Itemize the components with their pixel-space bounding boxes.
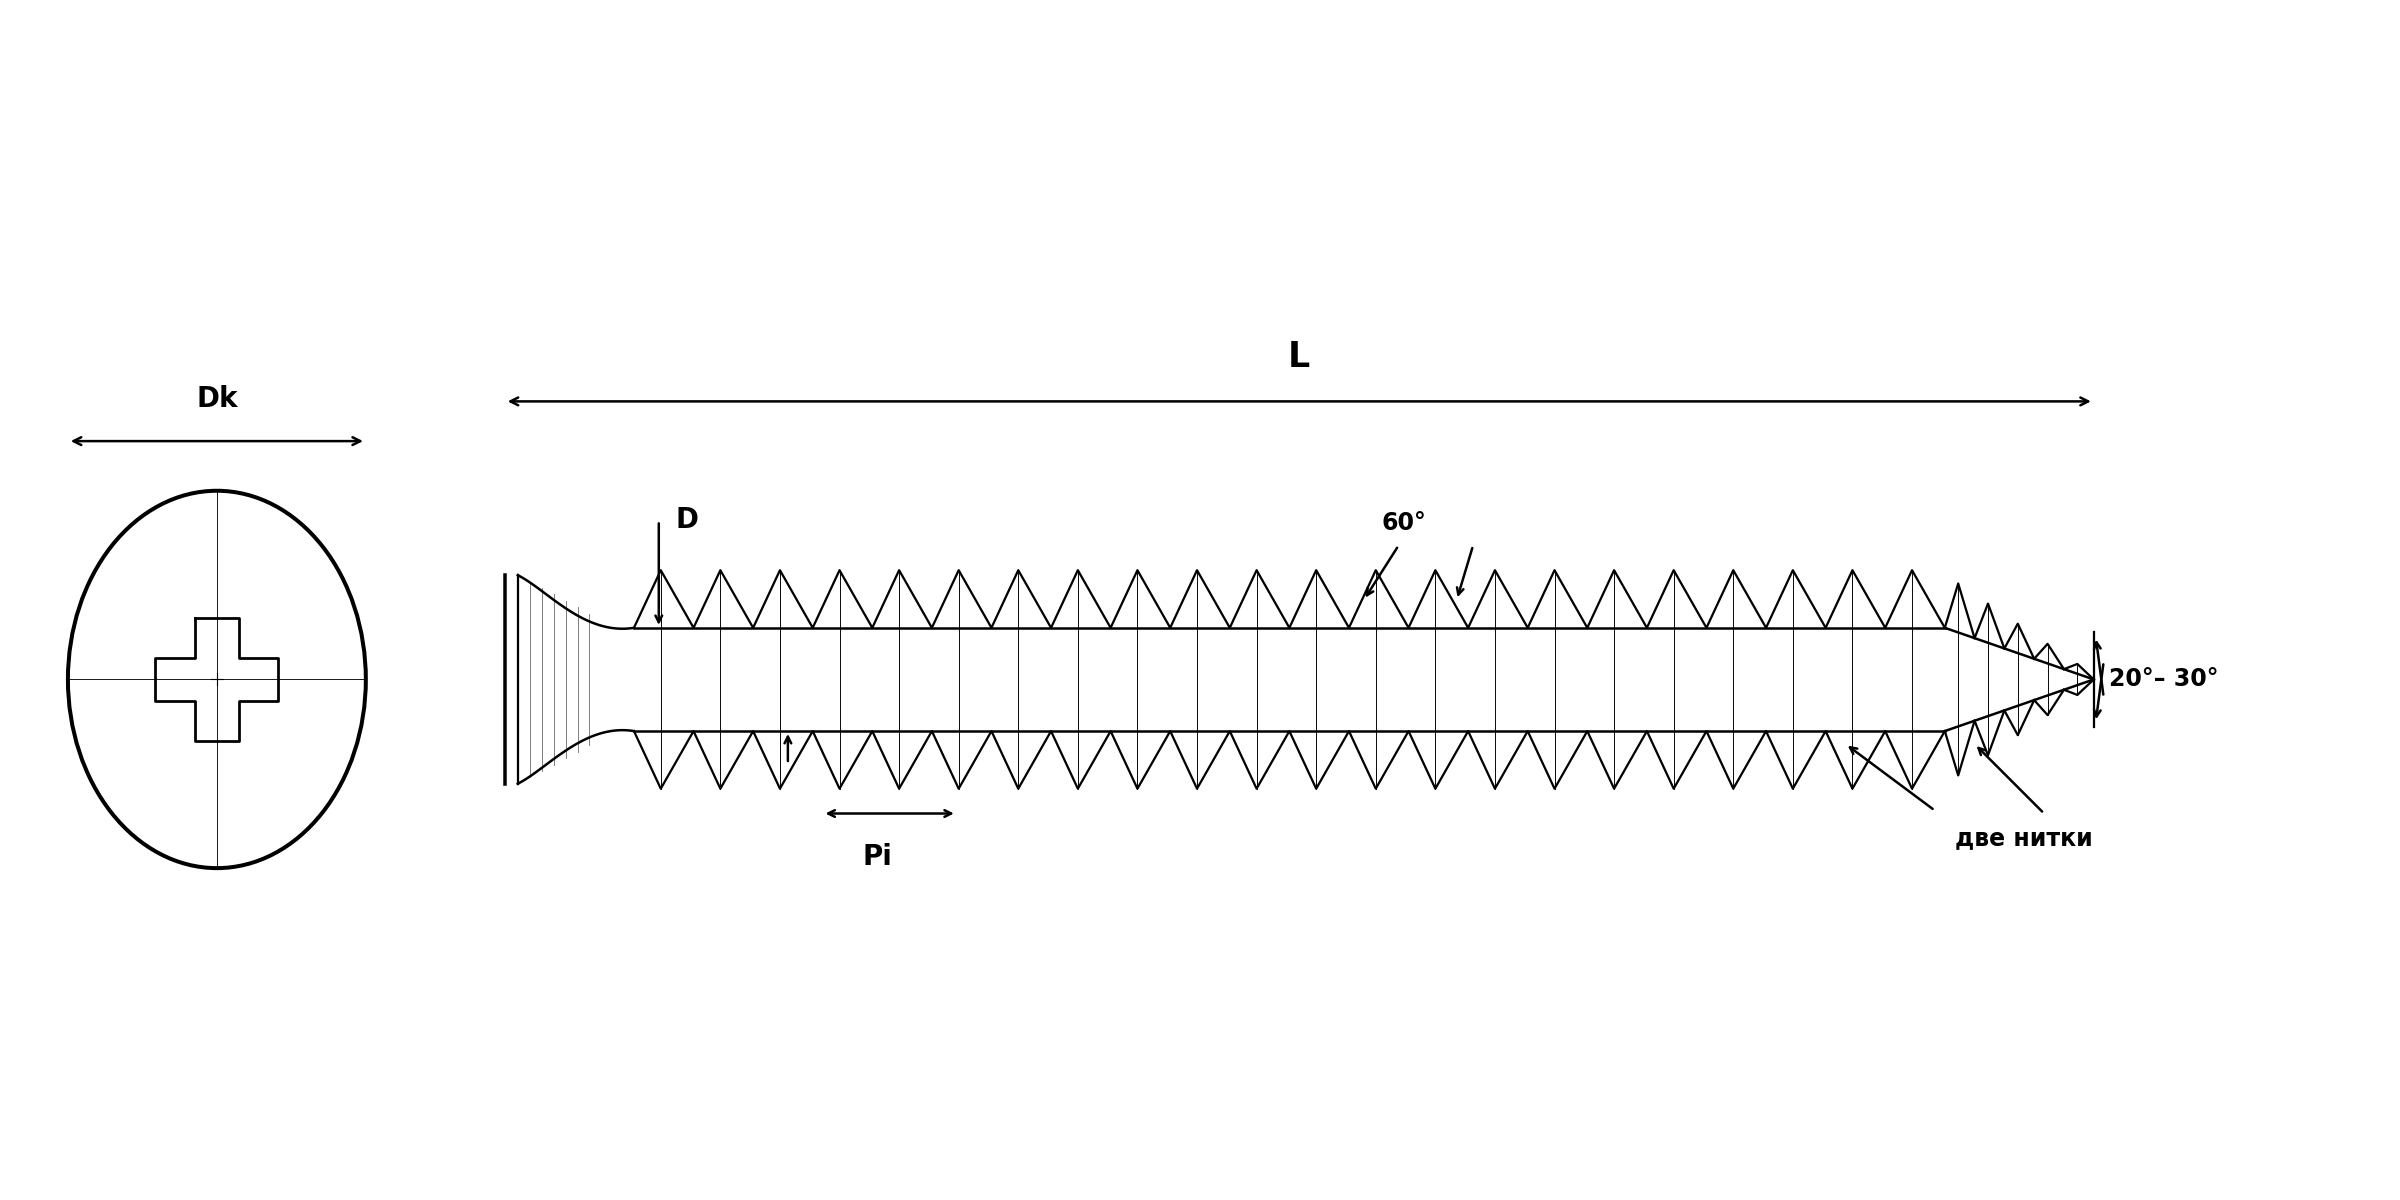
Text: Pi: Pi [862,844,893,871]
Text: 60°: 60° [1380,511,1426,535]
Text: D: D [677,505,698,534]
Text: две нитки: две нитки [1954,827,2093,851]
Text: L: L [1289,340,1310,373]
Text: 20°– 30°: 20°– 30° [2110,667,2218,691]
Text: Dk: Dk [197,385,238,413]
